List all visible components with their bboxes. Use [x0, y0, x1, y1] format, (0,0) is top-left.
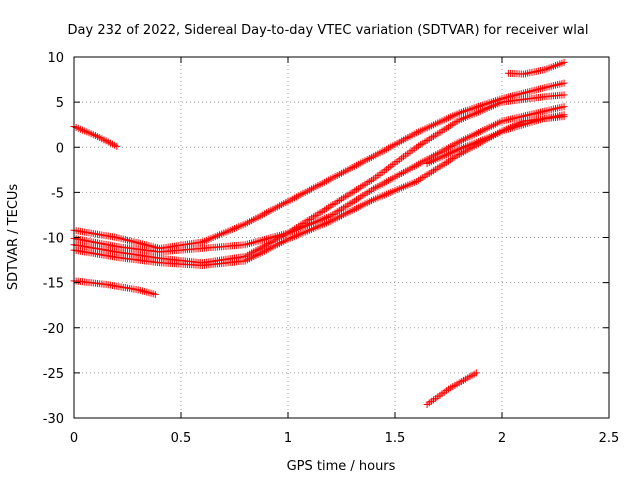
- data-point: [472, 369, 480, 377]
- tick-layer: 0 0.5 1 1.5 2 2.5 -30 -25 -20 -15 -10 -5 0 5 10: [43, 51, 620, 446]
- y-tick-label: -30: [43, 412, 64, 427]
- x-tick-label: 0: [70, 431, 78, 446]
- series-arc-c: [423, 369, 480, 408]
- series-arc-f: [70, 91, 568, 256]
- series-arc-i: [423, 113, 568, 167]
- y-tick-label: -20: [43, 322, 64, 337]
- y-tick-label: 10: [47, 51, 64, 66]
- grid-layer: [74, 57, 609, 418]
- data-point: [560, 58, 568, 66]
- x-tick-label: 0.5: [171, 431, 192, 446]
- data-point: [560, 113, 568, 121]
- data-point: [151, 290, 159, 298]
- data-point: [560, 79, 568, 87]
- data-point: [113, 142, 121, 150]
- y-tick-label: -15: [43, 277, 64, 292]
- series-arc-a: [70, 122, 121, 150]
- chart-title: Day 232 of 2022, Sidereal Day-to-day VTE…: [68, 23, 589, 38]
- x-tick-label: 1.5: [385, 431, 406, 446]
- data-layer: [70, 58, 568, 408]
- data-point: [560, 91, 568, 99]
- y-axis-label: SDTVAR / TECUs: [6, 184, 21, 291]
- y-tick-label: -5: [51, 186, 64, 201]
- series-arc-d: [504, 58, 568, 78]
- data-point: [560, 103, 568, 111]
- y-tick-label: 5: [56, 96, 64, 111]
- series-arc-e: [70, 79, 568, 252]
- x-axis-label: GPS time / hours: [287, 459, 396, 474]
- series-arc-b: [70, 277, 159, 298]
- y-tick-label: 0: [56, 141, 64, 156]
- x-tick-label: 2.5: [599, 431, 620, 446]
- y-tick-label: -10: [43, 232, 64, 247]
- x-tick-label: 2: [498, 431, 506, 446]
- y-tick-label: -25: [43, 367, 64, 382]
- x-tick-label: 1: [284, 431, 292, 446]
